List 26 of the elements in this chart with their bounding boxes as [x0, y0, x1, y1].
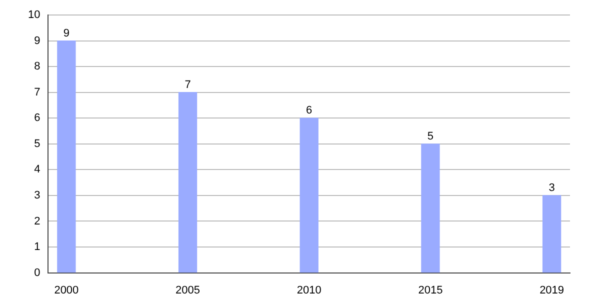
y-tick-label: 2 [34, 215, 40, 228]
y-tick-label: 7 [34, 86, 40, 98]
bar [178, 92, 198, 273]
y-tick-label: 10 [28, 9, 40, 22]
x-tick-label: 2005 [176, 284, 200, 296]
y-tick-label: 0 [34, 266, 40, 279]
y-tick-label: 8 [34, 60, 40, 73]
data-label: 3 [548, 182, 555, 194]
y-tick-label: 4 [34, 164, 40, 176]
y-tick-label: 3 [34, 189, 40, 202]
bar [421, 144, 440, 273]
bar [542, 195, 562, 273]
y-tick-label: 6 [34, 112, 40, 124]
data-label: 7 [184, 78, 191, 91]
x-tick-label: 2015 [418, 284, 443, 296]
y-tick-label: 5 [34, 138, 40, 150]
y-tick-label: 1 [34, 241, 40, 254]
data-label: 9 [63, 27, 70, 40]
bar [300, 118, 318, 273]
data-label: 6 [306, 104, 312, 117]
x-tick-label: 2000 [54, 284, 79, 296]
bar [57, 40, 76, 273]
y-tick-label: 9 [34, 34, 40, 47]
x-tick-label: 2019 [540, 284, 564, 296]
data-label: 5 [427, 130, 434, 142]
x-tick-label: 2010 [296, 284, 322, 296]
